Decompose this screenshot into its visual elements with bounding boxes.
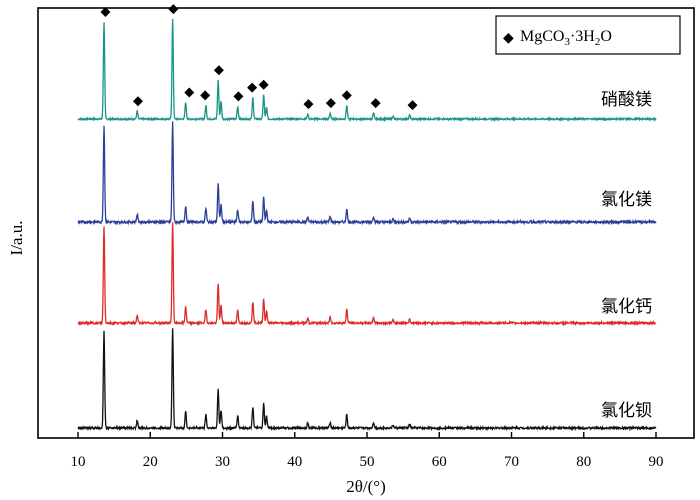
x-tick-label: 90 [649,454,664,470]
peak-marker-diamond [168,4,179,15]
x-axis-label: 2θ/(°) [346,477,386,496]
legend-marker: ◆ [503,31,514,46]
peak-marker-diamond [370,98,381,109]
series-label: 氯化钙 [601,297,652,317]
peak-marker-diamond [100,7,111,17]
x-tick-label: 70 [504,454,519,470]
series-line [77,328,657,432]
x-axis-ticks: 10 20 30 40 50 60 70 80 90 [71,432,664,470]
series-label: 硝酸镁 [601,90,652,110]
peak-marker-diamond [233,91,244,102]
x-tick-label: 50 [360,454,375,470]
x-tick-label: 30 [215,454,230,470]
peak-marker-diamond [303,99,314,110]
peak-marker-diamond [407,100,418,111]
x-tick-label: 80 [576,454,591,470]
peak-marker-diamond [213,65,224,76]
legend: ◆ MgCO3·3H2O [495,15,681,55]
x-tick-label: 60 [432,454,447,470]
plot-frame [37,7,695,439]
x-tick-label: 40 [287,454,302,470]
peak-markers [100,4,418,111]
series-label: 氯化镁 [601,190,652,210]
series-line [77,18,657,123]
x-tick-label: 10 [71,454,86,470]
peak-marker-diamond [325,98,336,109]
series-line [77,222,657,327]
peak-marker-diamond [184,87,195,98]
peak-marker-diamond [258,79,269,90]
peak-marker-diamond [247,82,258,93]
series-lines [77,18,657,432]
peak-marker-diamond [341,90,352,101]
peak-marker-diamond [132,96,143,107]
legend-label: MgCO3·3H2O [520,28,612,48]
y-axis-label: I/a.u. [7,221,26,256]
series-label: 氯化钡 [601,401,652,421]
x-tick-label: 20 [143,454,158,470]
series-line [77,121,657,226]
peak-marker-diamond [200,90,211,101]
legend-box [495,15,681,55]
